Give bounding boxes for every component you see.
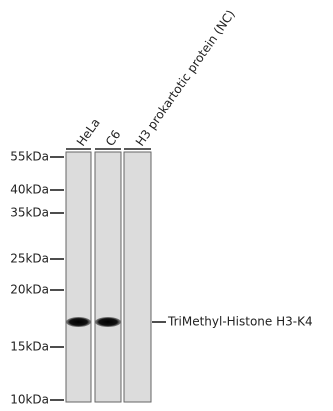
lane [95, 152, 121, 402]
marker-label: 10kDa [10, 393, 49, 407]
band-label: TriMethyl-Histone H3-K4 [167, 315, 313, 329]
marker-label: 25kDa [10, 252, 49, 266]
lane-label: HeLa [74, 116, 103, 149]
band [95, 317, 121, 327]
marker-label: 20kDa [10, 283, 49, 297]
blot-figure: HeLa C6 H3 prokartotic protein (NC) 55kD… [0, 0, 333, 407]
marker-label: 55kDa [10, 150, 49, 164]
marker-label: 40kDa [10, 183, 49, 197]
lane-label: H3 prokartotic protein (NC) [133, 7, 238, 148]
marker-group: 55kDa 40kDa 35kDa 25kDa 20kDa 15kDa 10kDa [10, 150, 64, 407]
marker-label: 15kDa [10, 340, 49, 354]
marker-label: 35kDa [10, 206, 49, 220]
band [66, 317, 91, 327]
lane [124, 152, 151, 402]
page: {"lanes": ["HeLa", "C6", "H3 prokartotic… [0, 0, 333, 407]
lane [66, 152, 91, 402]
lane-label: C6 [103, 128, 124, 149]
